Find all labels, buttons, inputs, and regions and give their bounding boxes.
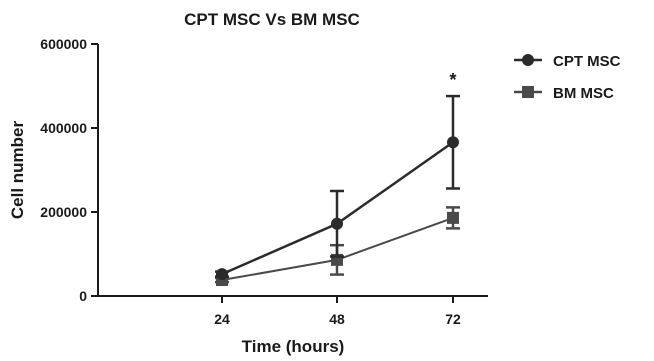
data-point — [216, 268, 228, 281]
legend-marker — [522, 54, 534, 66]
x-tick-label: 72 — [445, 311, 461, 327]
y-tick-label: 200000 — [40, 204, 87, 220]
legend-label: BM MSC — [553, 85, 614, 102]
chart-title: CPT MSC Vs BM MSC — [184, 10, 360, 29]
x-tick-label: 24 — [214, 311, 230, 327]
x-tick-label: 48 — [329, 311, 345, 327]
y-tick-label: 600000 — [40, 36, 87, 52]
y-axis-title: Cell number — [8, 121, 27, 220]
legend-label: CPT MSC — [553, 53, 621, 70]
data-point — [331, 217, 343, 230]
legend-marker — [522, 86, 534, 98]
y-tick-label: 400000 — [40, 120, 87, 136]
data-point — [447, 211, 459, 224]
significance-marker: * — [449, 70, 456, 90]
x-axis-title: Time (hours) — [242, 337, 345, 356]
data-point — [447, 136, 459, 149]
y-tick-label: 0 — [79, 288, 87, 304]
